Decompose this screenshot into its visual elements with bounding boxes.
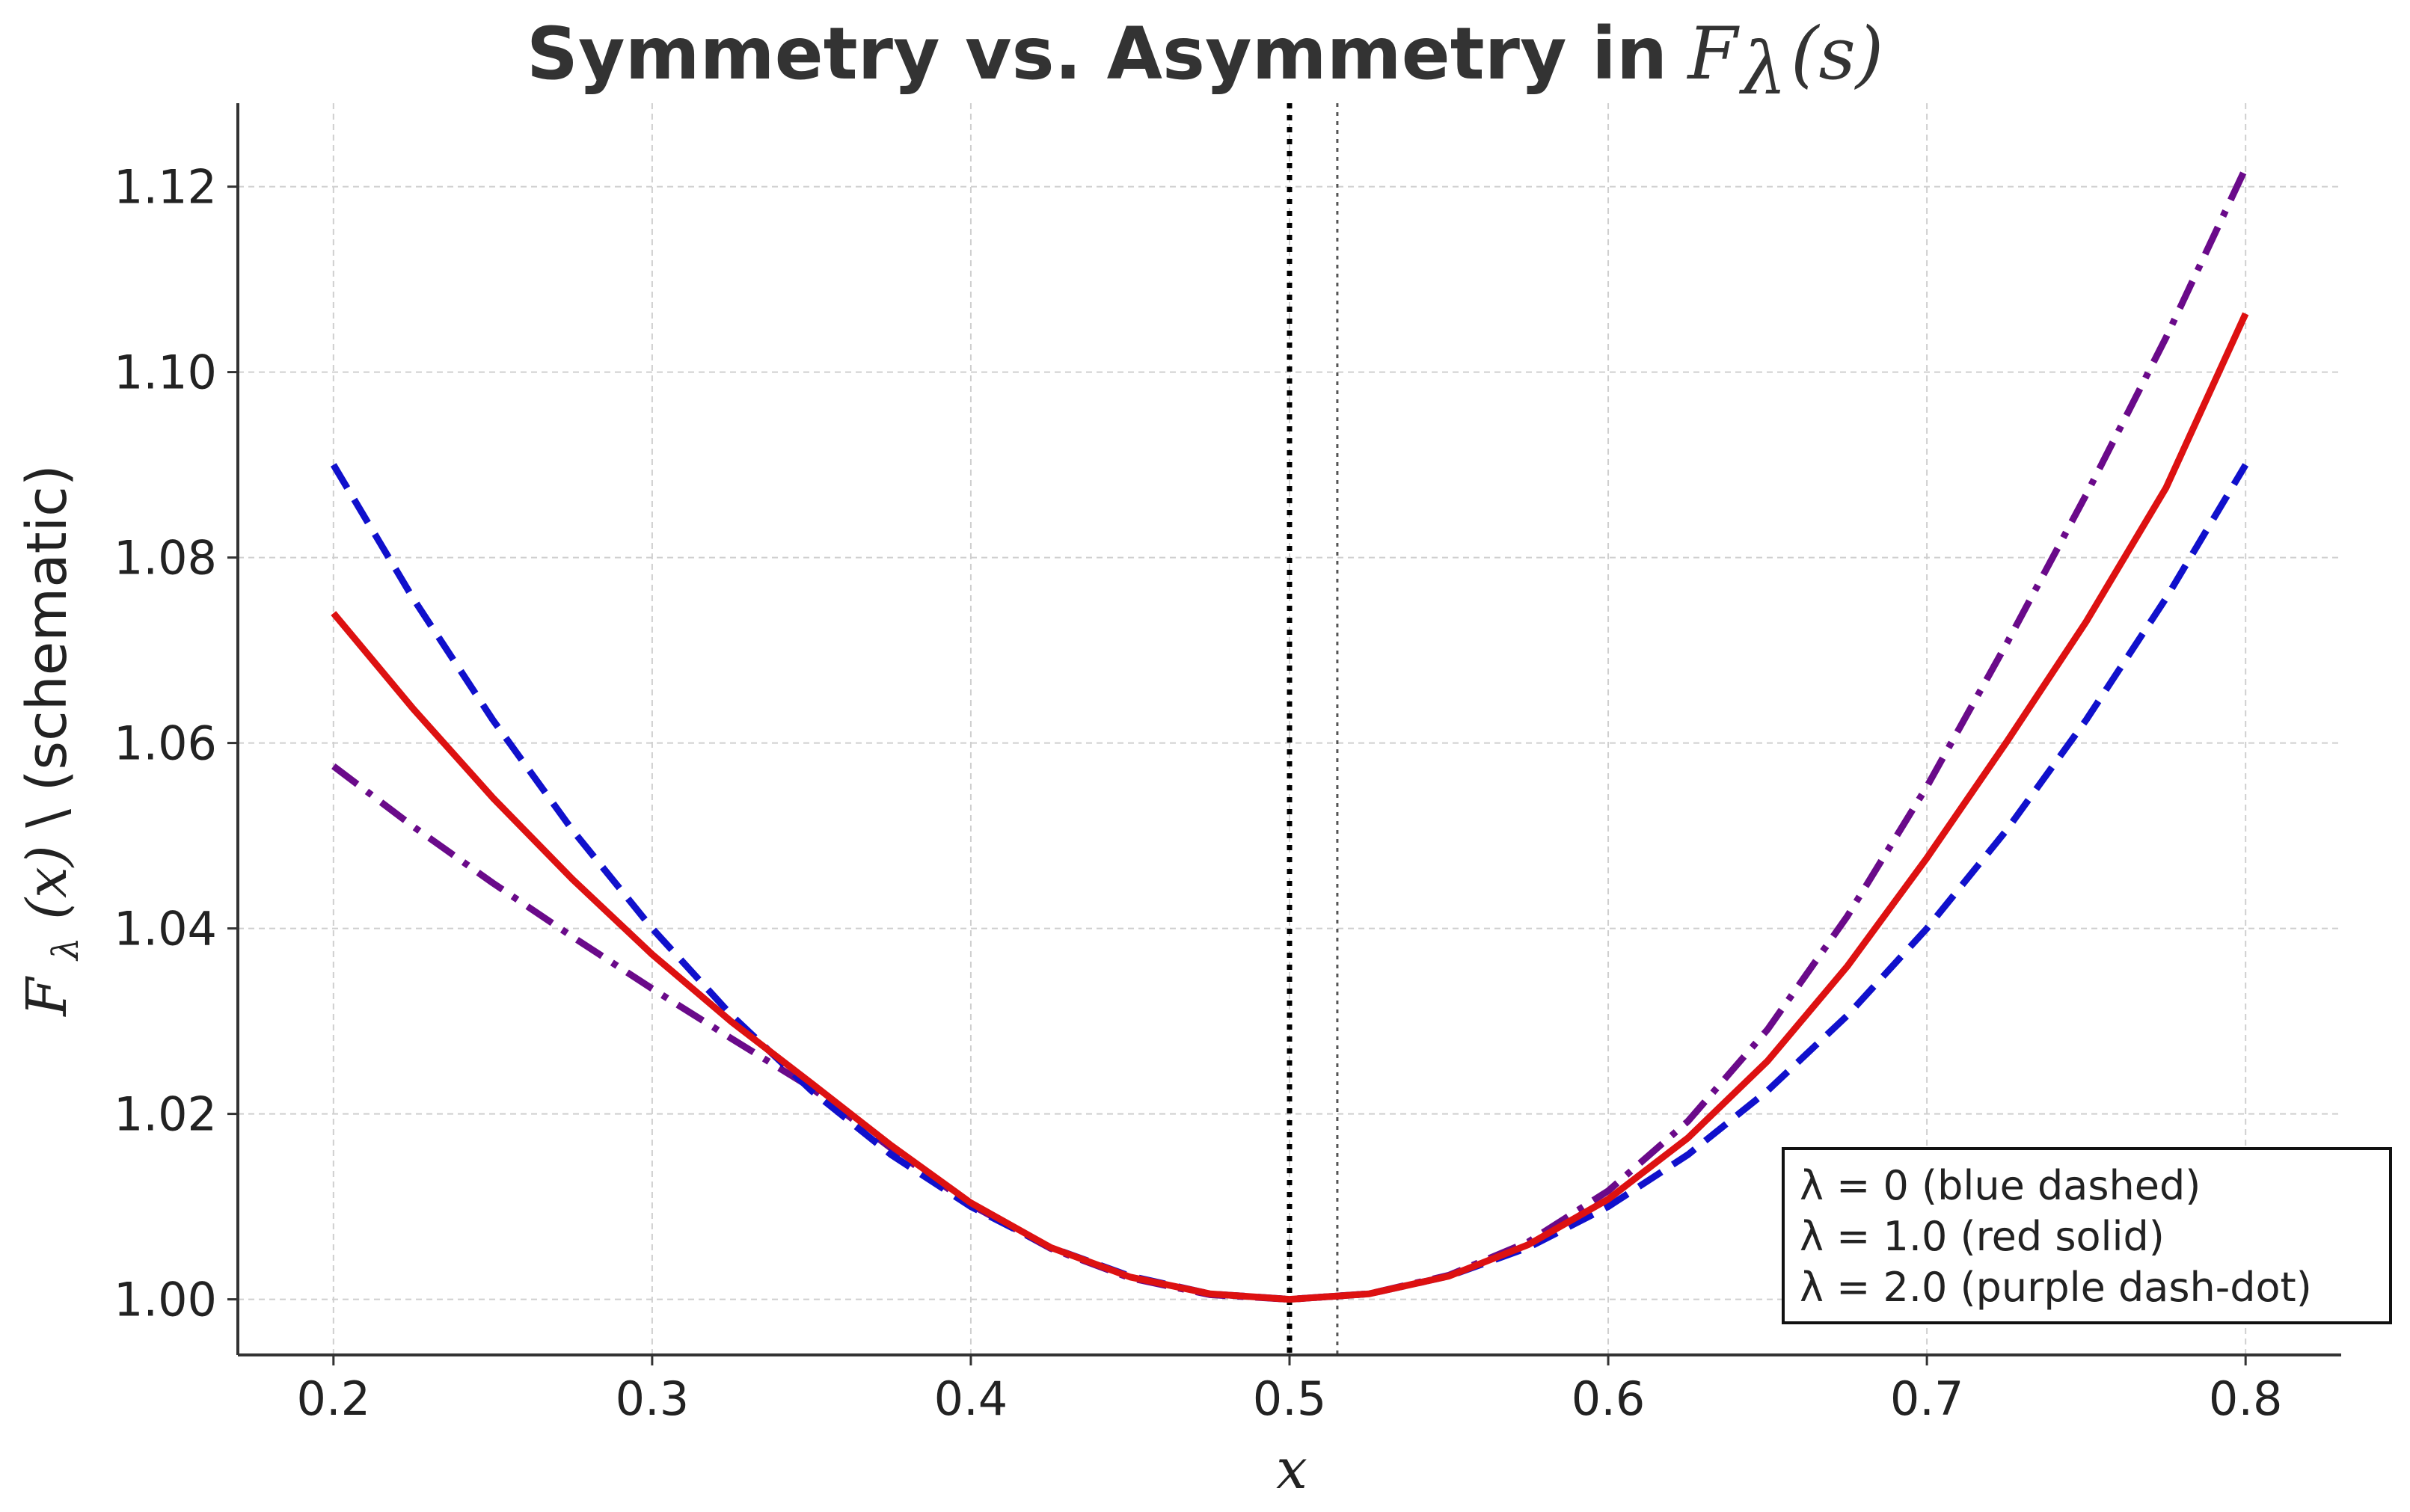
chart-title-math-sub: λ xyxy=(1738,27,1787,111)
y-axis-label-math: F xyxy=(15,976,79,1018)
series-line-0 xyxy=(330,463,2249,1303)
series-line-1 xyxy=(331,312,2249,1303)
legend-entry-2: λ = 2.0 (purple dash-dot) xyxy=(1800,1264,2312,1311)
grid xyxy=(238,103,2341,1355)
x-tick-label-0: 0.2 xyxy=(297,1371,371,1426)
chart-title: Symmetry vs. Asymmetry in F λ (s) xyxy=(527,12,1883,111)
x-tick-label-4: 0.6 xyxy=(1572,1371,1646,1426)
chart-title-text: Symmetry vs. Asymmetry in xyxy=(527,12,1667,96)
y-tick-label-3: 1.06 xyxy=(114,716,217,771)
legend-box xyxy=(1782,1147,2392,1324)
series-line-2 xyxy=(331,166,2249,1303)
chart-title-math-arg: (s) xyxy=(1791,12,1883,96)
y-tick-label-2: 1.04 xyxy=(114,902,217,956)
ticks: 0.2 0.3 0.4 0.5 0.6 0.7 0.8 1.00 1.02 1.04 1.06 1.0… xyxy=(114,160,2283,1426)
x-tick-label-1: 0.3 xyxy=(616,1371,690,1426)
legend-entry-1: λ = 1.0 (red solid) xyxy=(1800,1213,2165,1260)
x-tick-label-6: 0.8 xyxy=(2209,1371,2283,1426)
legend-entry-0: λ = 0 (blue dashed) xyxy=(1800,1162,2201,1209)
y-tick-label-6: 1.12 xyxy=(114,160,217,215)
x-tick-label-5: 0.7 xyxy=(1890,1371,1964,1426)
data-series xyxy=(330,166,2249,1303)
y-tick-label-1: 1.02 xyxy=(114,1087,217,1142)
y-tick-label-0: 1.00 xyxy=(114,1273,217,1327)
y-tick-label-5: 1.10 xyxy=(114,345,217,400)
y-axis-label-math-arg: (x) xyxy=(15,845,79,919)
y-axis-label: F λ (x) \ (schematic) xyxy=(15,464,91,1017)
reference-lines xyxy=(1287,103,1339,1355)
y-tick-label-4: 1.08 xyxy=(114,531,217,586)
y-axis-label-suffix: \ (schematic) xyxy=(15,464,79,828)
x-axis-label: x xyxy=(1276,1437,1307,1502)
chart-title-math: F xyxy=(1686,12,1740,96)
legend: λ = 0 (blue dashed) λ = 1.0 (red solid) … xyxy=(1782,1147,2392,1324)
x-tick-label-2: 0.4 xyxy=(934,1371,1008,1426)
x-tick-label-3: 0.5 xyxy=(1253,1371,1327,1426)
y-axis-label-math-sub: λ xyxy=(45,937,87,961)
